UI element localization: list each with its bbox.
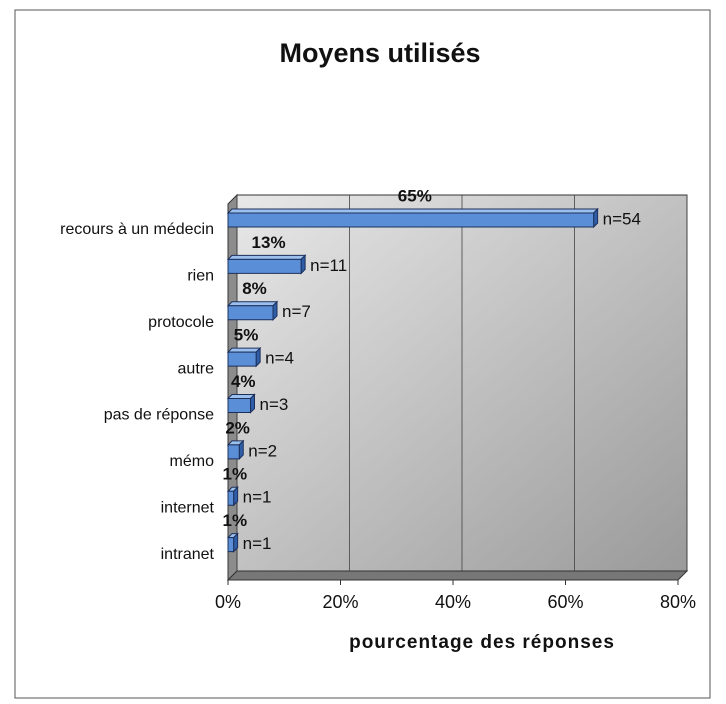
bar-side — [250, 393, 255, 414]
count-label: n=54 — [603, 209, 641, 228]
category-label: intranet — [161, 546, 215, 563]
value-label: 1% — [223, 511, 248, 530]
value-label: 65% — [398, 186, 432, 205]
bar-side — [593, 207, 599, 229]
bar-side — [300, 254, 306, 275]
x-axis-title: pourcentage des réponses — [349, 632, 615, 653]
bar — [227, 490, 235, 506]
bar-top — [226, 301, 279, 307]
value-label: 8% — [242, 279, 267, 298]
count-label: n=11 — [310, 256, 347, 275]
bar — [227, 398, 251, 413]
bar — [227, 305, 274, 321]
value-label: 5% — [234, 326, 259, 345]
category-label: internet — [161, 499, 215, 516]
x-tick-label: 20% — [322, 592, 358, 612]
bar-side — [233, 486, 239, 507]
bar-side — [272, 300, 278, 321]
bar — [227, 444, 240, 460]
bar-top — [226, 347, 262, 353]
x-tick-label: 60% — [547, 592, 583, 612]
bar-top — [226, 254, 307, 260]
chart-title: Moyens utilisés — [279, 38, 480, 68]
category-label: pas de réponse — [104, 407, 214, 424]
count-label: n=4 — [265, 349, 294, 368]
count-label: n=1 — [243, 488, 272, 507]
value-label: 13% — [252, 233, 286, 252]
bar-top — [226, 208, 599, 214]
plot-area: 0% 20% 40% 60% 80% recours à un médecin 65% n=5… — [60, 186, 696, 611]
value-label: 2% — [225, 418, 250, 437]
category-label: recours à un médecin — [60, 221, 214, 238]
bar — [227, 258, 302, 274]
x-tick-label: 40% — [435, 592, 471, 612]
category-label: autre — [178, 360, 215, 377]
category-label: mémo — [170, 453, 215, 470]
bar — [227, 351, 257, 367]
bar — [227, 537, 235, 553]
bar-side — [238, 439, 244, 461]
value-label: 4% — [231, 372, 256, 391]
count-label: n=1 — [243, 534, 272, 553]
count-label: n=7 — [282, 302, 311, 321]
category-label: rien — [187, 268, 214, 285]
x-tick-label: 0% — [215, 592, 241, 612]
count-label: n=3 — [260, 395, 289, 414]
x-tick-label: 80% — [660, 592, 696, 612]
value-label: 1% — [223, 465, 248, 484]
bar — [227, 212, 595, 228]
bar-side — [233, 532, 239, 553]
floor — [226, 570, 689, 581]
bar-side — [255, 346, 261, 368]
count-label: n=2 — [248, 441, 277, 460]
category-label: protocole — [148, 314, 214, 331]
